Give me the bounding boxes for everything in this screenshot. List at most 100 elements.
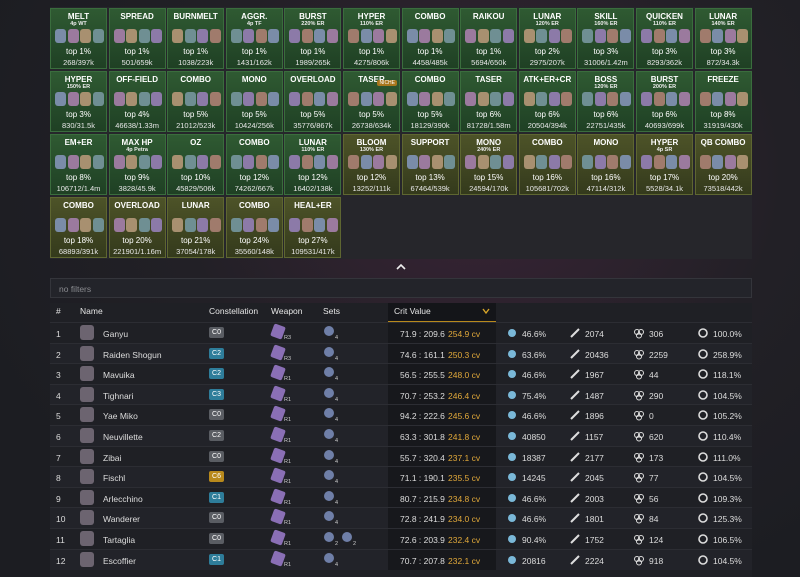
filter-input[interactable]: no filters — [50, 278, 752, 298]
table-row[interactable]: 9 Arlecchino C1 R1 4 80.7 : 215.9 234.8 cv 46.6… — [50, 486, 752, 509]
table-row[interactable]: 7 Zibai C0 R1 4 55.7 : 320.4 237.1 cv 18387 2177… — [50, 445, 752, 468]
table-row[interactable]: 5 Yae Miko C0 R1 4 94.2 : 222.6 245.6 cv 46.6% 1… — [50, 404, 752, 426]
build-card[interactable]: AGGR. 4p TF top 1% 1431/162k — [225, 8, 283, 69]
weapon-refinement: R1 — [284, 541, 292, 547]
build-card[interactable]: BURNMELT top 1% 1038/223k — [167, 8, 225, 69]
crit-column-bg — [388, 426, 496, 447]
build-card[interactable]: BURST 220% ER top 1% 1989/265k — [284, 8, 342, 69]
build-card[interactable]: MELT 4p WT top 1% 268/397k — [50, 8, 107, 69]
card-note: 130% ER — [359, 147, 384, 153]
character-icon — [172, 92, 184, 106]
card-title: COMBO — [180, 75, 212, 84]
build-card[interactable]: HYPER 4p SR top 17% 5528/34.1k — [636, 134, 693, 195]
character-avatar — [80, 448, 94, 464]
build-card[interactable]: SPREAD top 1% 501/659k — [108, 8, 166, 69]
crit-column-bg — [388, 467, 496, 488]
build-card[interactable]: BLOOM 130% ER top 12% 13252/111k — [343, 134, 400, 195]
character-icon — [594, 92, 606, 106]
build-card[interactable]: RAIKOU top 1% 5694/650k — [460, 8, 518, 69]
build-card[interactable]: MONO top 5% 10424/256k — [225, 71, 283, 132]
stat-value: 2177 — [585, 452, 604, 463]
table-row[interactable]: 2 Raiden Shogun C2 R3 4 74.6 : 161.1 250.3 cv 6… — [50, 342, 752, 365]
build-card[interactable]: MONO top 16% 47114/312k — [577, 134, 635, 195]
build-card[interactable]: MAX HP 4p Petra top 9% 3828/45.9k — [108, 134, 166, 195]
build-card[interactable]: QUICKEN 110% ER top 3% 8293/362k — [636, 8, 693, 69]
character-avatar — [80, 325, 94, 340]
build-card[interactable]: COMBO top 5% 18129/390k — [401, 71, 459, 132]
build-card[interactable]: BOSS 120% ER top 6% 22751/435k — [577, 71, 635, 132]
character-icon — [477, 155, 489, 169]
build-card[interactable]: OVERLOAD top 5% 35776/867k — [284, 71, 342, 132]
build-card[interactable]: HYPER 110% ER top 1% 4275/806k — [343, 8, 400, 69]
table-row[interactable]: 4 Tighnari C3 R1 4 70.7 : 253.2 246.4 cv 75.4% 1… — [50, 383, 752, 406]
build-card[interactable]: OZ top 10% 45829/506k — [167, 134, 225, 195]
character-icon — [92, 29, 104, 43]
character-avatar — [80, 428, 94, 443]
table-row[interactable]: 10 Wanderer C0 R1 4 72.8 : 241.9 234.0 cv 46.6%… — [50, 507, 752, 529]
stat-icon — [508, 493, 516, 502]
build-card[interactable]: ATK+ER+CR top 6% 20504/394k — [518, 71, 576, 132]
build-card[interactable]: COMBO top 18% 68893/391k — [50, 197, 107, 258]
build-card[interactable]: COMBO top 5% 21012/523k — [167, 71, 225, 132]
stat-value: 46.6% — [522, 514, 547, 525]
stat-icon — [634, 329, 644, 339]
build-card[interactable]: BURST 200% ER top 6% 40693/699k — [636, 71, 693, 132]
card-rank: 1038/223k — [178, 58, 214, 67]
build-card[interactable]: SUPPORT top 13% 67464/539k — [401, 134, 459, 195]
sort-header[interactable] — [388, 303, 496, 322]
row-rank: 11 — [56, 535, 65, 545]
build-card[interactable]: COMBO top 12% 74262/667k — [225, 134, 283, 195]
build-card[interactable]: MONO 240% ER top 15% 24594/170k — [460, 134, 518, 195]
build-card[interactable]: TASER NICHE top 5% 26738/634k — [343, 71, 400, 132]
card-title: SKILL — [594, 12, 618, 21]
column-header: # — [56, 306, 61, 316]
build-card[interactable]: LUNAR 120% ER top 2% 2975/207k — [518, 8, 576, 69]
build-card[interactable]: EM+ER top 8% 106712/1.4m — [50, 134, 107, 195]
card-rank: 67464/539k — [410, 184, 450, 193]
set-icon — [324, 532, 334, 542]
build-card[interactable]: LUNAR top 21% 37054/178k — [167, 197, 225, 258]
character-icon — [55, 92, 66, 106]
table-row[interactable]: 6 Neuvillette C2 R1 4 63.3 : 301.8 241.8 cv 408… — [50, 425, 752, 447]
build-card[interactable]: COMBO top 1% 4458/485k — [401, 8, 459, 69]
card-title: OVERLOAD — [290, 75, 336, 84]
card-rank: 8293/362k — [646, 58, 683, 67]
character-icon — [385, 155, 397, 169]
table-row[interactable]: 8 Fischl C6 R1 4 71.1 : 190.1 235.5 cv 14245 204… — [50, 466, 752, 488]
card-title: OZ — [190, 138, 202, 147]
build-card[interactable]: QB COMBO top 20% 73518/442k — [694, 134, 752, 195]
character-icon — [255, 218, 267, 232]
build-card[interactable]: FREEZE top 8% 31919/430k — [694, 71, 752, 132]
build-card[interactable]: LUNAR 140% ER top 3% 872/34.3k — [694, 8, 752, 69]
table-row[interactable]: 11 Tartaglia C0 R1 2 2 72.6 : 203.9 232.4 cv 90.… — [50, 528, 752, 550]
build-card[interactable]: HEAL+ER top 27% 109531/417k — [284, 197, 342, 258]
build-card[interactable]: OVERLOAD top 20% 221901/1.16m — [108, 197, 166, 258]
crit-value: 232.1 cv — [448, 555, 481, 566]
character-icon — [406, 155, 418, 169]
build-card[interactable]: COMBO top 24% 35560/148k — [225, 197, 283, 258]
weapon-refinement: R1 — [284, 479, 292, 486]
stat-icon — [570, 390, 580, 400]
card-rank: 21012/523k — [176, 121, 216, 130]
set-count: 4 — [335, 355, 339, 362]
card-rank: 18129/390k — [410, 121, 450, 130]
stat-value: 90.4% — [522, 535, 547, 545]
stat-value: 46.6% — [522, 493, 547, 504]
card-title: EM+ER — [64, 138, 93, 147]
character-icon — [641, 29, 652, 43]
build-card[interactable]: LUNAR 110% ER top 12% 16402/138k — [284, 134, 342, 195]
build-card[interactable]: COMBO top 16% 105681/702k — [518, 134, 576, 195]
build-card[interactable]: HYPER 150% ER top 3% 830/31.5k — [50, 71, 107, 132]
character-icon — [126, 92, 138, 106]
collapse-toggle[interactable] — [394, 261, 408, 273]
stat-icon — [698, 513, 708, 524]
constellation: C2 — [209, 347, 224, 359]
table-row[interactable]: 1 Ganyu C0 R3 4 71.9 : 209.6 254.9 cv 46.6% 2074… — [50, 322, 752, 344]
build-card[interactable]: OFF-FIELD top 4% 46638/1.33m — [108, 71, 166, 132]
character-icon — [548, 92, 560, 106]
build-card[interactable]: SKILL 160% ER top 3% 31006/1.42m — [577, 8, 635, 69]
stat-value: 2074 — [585, 329, 604, 339]
build-card[interactable]: TASER top 6% 81728/1.58m — [460, 71, 518, 132]
table-row[interactable]: 12 Escoffier C1 R1 4 70.7 : 207.8 232.1 cv 2081… — [50, 548, 752, 571]
table-row[interactable]: 3 Mavuika C2 R1 4 56.5 : 255.5 248.0 cv 46.6% 19… — [50, 363, 752, 385]
